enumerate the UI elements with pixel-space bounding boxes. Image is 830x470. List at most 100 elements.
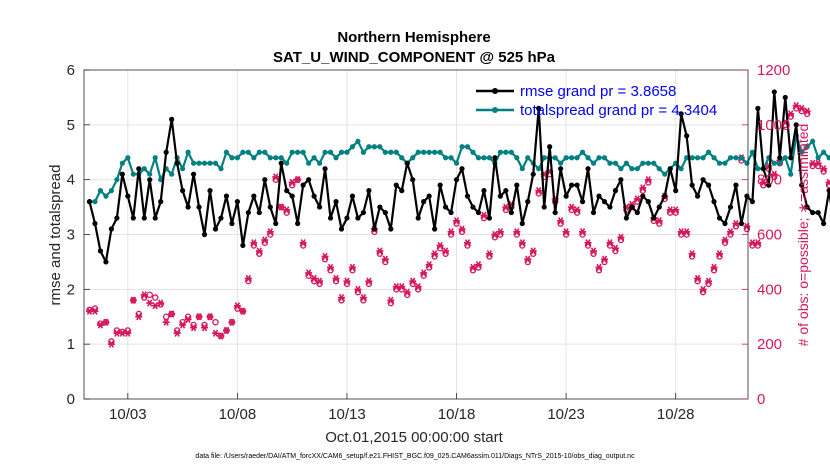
series-point [267,204,273,210]
series-point [338,149,345,155]
assimilated-obs-marker [792,102,800,110]
series-point [464,144,471,150]
assimilated-obs-marker [409,277,417,285]
series-point [229,220,235,227]
assimilated-obs-marker [557,217,565,225]
series-point [596,193,602,199]
y-tick-label-left: 0 [67,391,75,408]
series-point [180,188,186,194]
series-point [278,155,284,161]
series-point [382,149,388,155]
series-point [377,144,383,150]
series-point [508,209,514,216]
y-axis-left-ticks: 0 1 2 3 4 5 6 [67,62,90,408]
assimilated-obs-marker [129,296,137,304]
y-axis-left-label: rmse and totalspread [47,165,64,306]
assimilated-obs-marker [321,252,329,261]
x-tick-label: 10/03 [109,406,147,423]
series-point [421,149,427,155]
possible-obs-marker [212,318,219,326]
series-point [295,220,301,227]
series-point [284,160,290,166]
series-point [640,160,646,166]
x-tick-label: 10/23 [547,406,585,423]
series-point [607,160,613,166]
series-point [442,204,449,210]
series-point [475,155,482,161]
series-point [651,160,657,166]
series-point [262,149,268,155]
assimilated-obs-marker [179,321,187,329]
series-point [738,220,745,227]
series-point [492,155,498,161]
series-point [464,193,471,199]
series-point [662,171,668,177]
assimilated-obs-marker [310,274,318,282]
assimilated-obs-marker [798,104,806,113]
series-point [640,193,646,199]
series-point [125,193,131,199]
series-point [97,248,104,254]
series-point [618,177,624,183]
x-tick-label: 10/08 [219,406,257,423]
assimilated-obs-marker [639,184,647,192]
series-point [667,166,673,172]
series-point [278,160,284,166]
assimilated-obs-marker [825,178,830,187]
y-tick-label-left: 5 [67,117,75,134]
series-point [705,182,712,188]
series-point [525,199,531,205]
assimilated-obs-marker [732,219,740,228]
series-point [207,160,213,166]
series-point [634,166,640,172]
series-point [114,215,120,221]
assimilated-obs-marker [420,269,428,277]
series-point [234,199,240,205]
assimilated-obs-marker [716,250,724,258]
series-point [185,204,191,210]
series-point [130,171,136,177]
assimilated-obs-marker [135,313,143,321]
series-point [344,215,350,221]
assimilated-obs-marker [201,324,209,332]
legend: rmse grand pr = 3.8658 totalspread grand… [476,83,717,119]
series-point [503,149,509,155]
assimilated-obs-marker [568,203,576,211]
assimilated-obs-marker [480,211,488,219]
assimilated-obs-marker [496,228,504,236]
assimilated-obs-marker [491,230,499,239]
series-point [799,182,805,188]
assimilated-obs-marker [600,255,608,263]
assimilated-obs-marker [590,247,598,255]
series-point [130,215,136,221]
assimilated-obs-marker [365,277,373,285]
x-tick-label: 10/18 [438,406,476,423]
series-point [147,177,153,183]
series-point [694,193,701,199]
series-point [481,188,487,194]
series-point [251,155,257,161]
series-point [497,193,503,199]
series-point [733,182,739,188]
assimilated-obs-marker [124,329,132,337]
assimilated-obs-marker [250,239,258,247]
series-line-group [86,89,830,265]
series-point [601,155,608,161]
x-tick-label: 10/28 [657,406,695,423]
series-point [119,171,125,177]
series-point [432,226,438,232]
series-point [333,199,339,205]
series-point [108,226,114,232]
series-point [432,149,438,155]
series-point [568,182,575,188]
assimilated-obs-marker [146,299,154,307]
series-point [744,193,750,199]
series-point [694,155,701,161]
assimilated-obs-marker [820,165,828,173]
assimilated-obs-marker [140,291,148,299]
series-point [453,177,460,183]
series-point [393,149,399,155]
assimilated-obs-marker [403,288,411,296]
series-point [316,160,323,166]
series-point [793,122,799,128]
